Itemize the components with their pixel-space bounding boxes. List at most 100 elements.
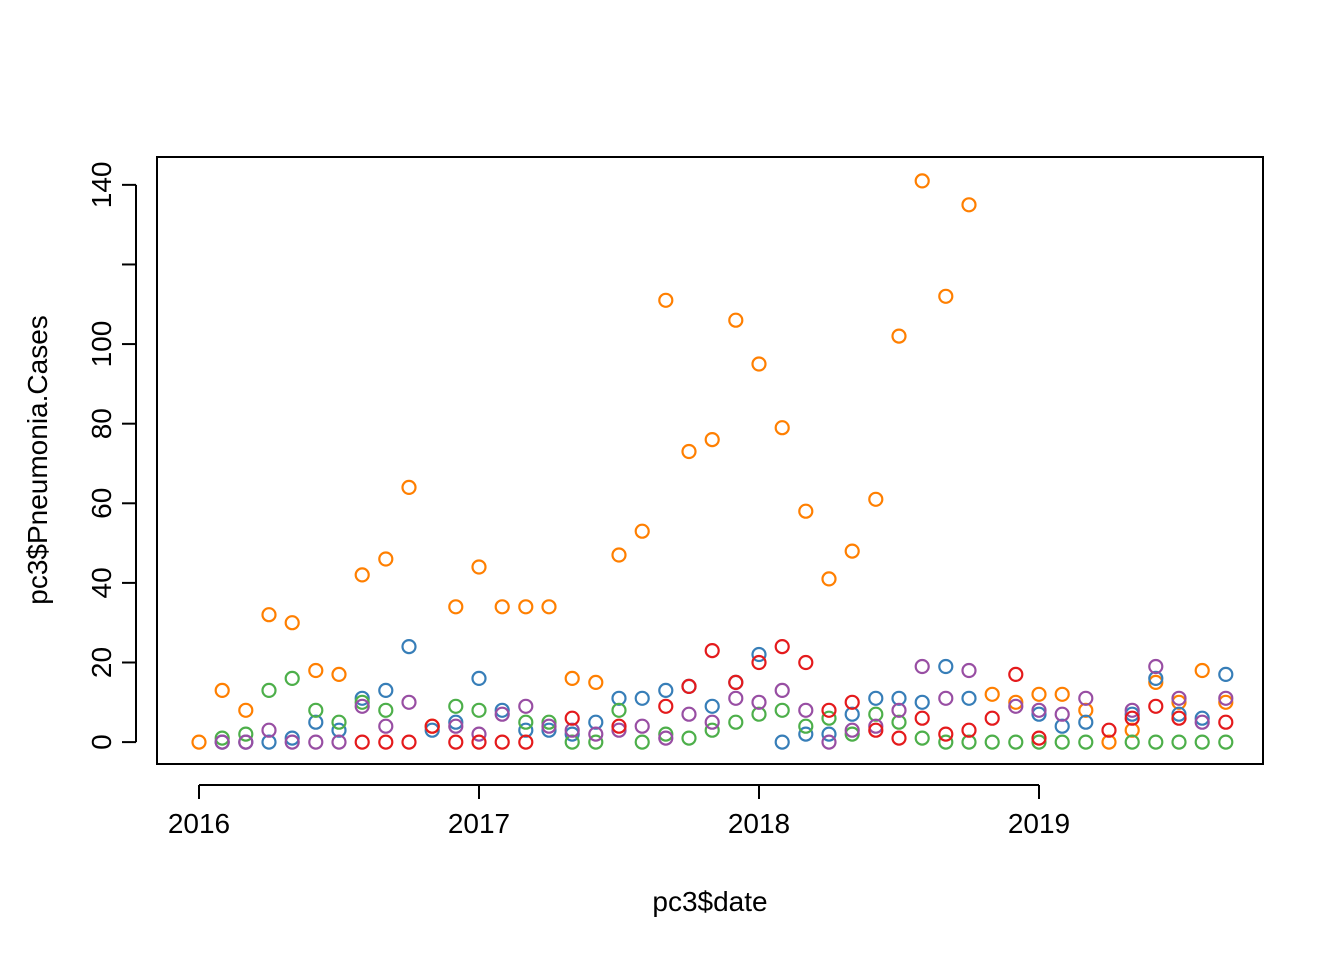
data-point (821, 571, 837, 587)
data-point (1194, 714, 1210, 730)
data-point (214, 734, 230, 750)
data-point (868, 491, 884, 507)
data-point (354, 734, 370, 750)
data-point (728, 714, 744, 730)
data-point (214, 682, 230, 699)
data-point (261, 734, 277, 750)
data-point (518, 698, 534, 714)
x-tick-label: 2017 (448, 808, 510, 839)
data-point (378, 551, 394, 567)
data-point (681, 678, 697, 695)
data-point (1031, 686, 1047, 702)
data-point (1054, 706, 1070, 722)
data-point (1078, 714, 1094, 730)
data-point (354, 690, 370, 706)
data-point (611, 547, 627, 563)
y-tick-label: 80 (86, 408, 117, 439)
data-point (751, 646, 767, 663)
data-point (354, 567, 370, 583)
data-point (1218, 734, 1234, 750)
data-point (1101, 722, 1117, 738)
data-point (774, 682, 790, 699)
data-point (191, 734, 207, 750)
x-axis-title: pc3$date (652, 886, 767, 917)
data-point (448, 599, 464, 615)
data-point (1218, 694, 1234, 710)
data-point (238, 702, 254, 718)
data-point (1008, 698, 1024, 714)
data-point (1124, 702, 1140, 718)
data-point (611, 702, 627, 718)
data-point (448, 718, 464, 734)
data-point (1008, 734, 1024, 750)
data-point (704, 722, 720, 738)
data-point (798, 718, 814, 734)
data-point (471, 702, 487, 718)
data-point (938, 726, 954, 742)
data-point (938, 690, 954, 706)
data-point (1008, 694, 1024, 710)
data-point (891, 328, 907, 344)
data-point (1218, 714, 1234, 730)
data-point (284, 734, 300, 750)
data-point (471, 734, 487, 750)
data-point (1171, 706, 1187, 722)
data-point (798, 503, 814, 519)
data-point (1218, 666, 1234, 683)
data-point (588, 674, 604, 691)
data-point (1124, 710, 1140, 726)
data-point (588, 734, 604, 750)
data-point (1148, 658, 1164, 675)
data-point (728, 312, 744, 328)
data-point (984, 734, 1000, 750)
y-tick-label: 20 (86, 647, 117, 678)
data-point (378, 682, 394, 699)
data-point (331, 714, 347, 730)
data-point (494, 599, 510, 615)
data-point (914, 730, 930, 746)
x-tick-label: 2018 (728, 808, 790, 839)
data-point (961, 690, 977, 706)
data-point (914, 658, 930, 675)
data-point (751, 654, 767, 671)
data-point (284, 730, 300, 746)
data-point (471, 726, 487, 742)
data-point (541, 599, 557, 615)
x-tick-label: 2016 (168, 808, 230, 839)
data-point (261, 722, 277, 738)
data-point (471, 670, 487, 687)
data-point (214, 730, 230, 746)
data-point (728, 674, 744, 691)
data-point (401, 734, 417, 750)
data-point (1194, 710, 1210, 726)
data-point (564, 710, 580, 726)
data-point (284, 615, 300, 631)
data-point (961, 662, 977, 679)
data-point (541, 714, 557, 730)
data-point (494, 734, 510, 750)
data-point (1194, 662, 1210, 679)
data-point (424, 722, 440, 738)
data-point (914, 710, 930, 726)
data-point (331, 734, 347, 750)
data-point (681, 443, 697, 460)
data-point (961, 197, 977, 213)
data-point (821, 726, 837, 742)
data-point (751, 356, 767, 372)
data-point (658, 726, 674, 742)
data-point (774, 420, 790, 436)
x-axis: 2016 2017 2018 2019 (168, 784, 1070, 839)
data-point (704, 432, 720, 448)
data-point (471, 559, 487, 575)
data-point (1171, 690, 1187, 706)
data-point (658, 730, 674, 746)
data-point (704, 714, 720, 730)
data-point (308, 702, 324, 718)
data-point (798, 702, 814, 718)
data-point (891, 702, 907, 718)
data-point (681, 706, 697, 722)
data-point (564, 670, 580, 687)
data-point (331, 666, 347, 683)
data-point (658, 698, 674, 714)
data-point (728, 690, 744, 706)
